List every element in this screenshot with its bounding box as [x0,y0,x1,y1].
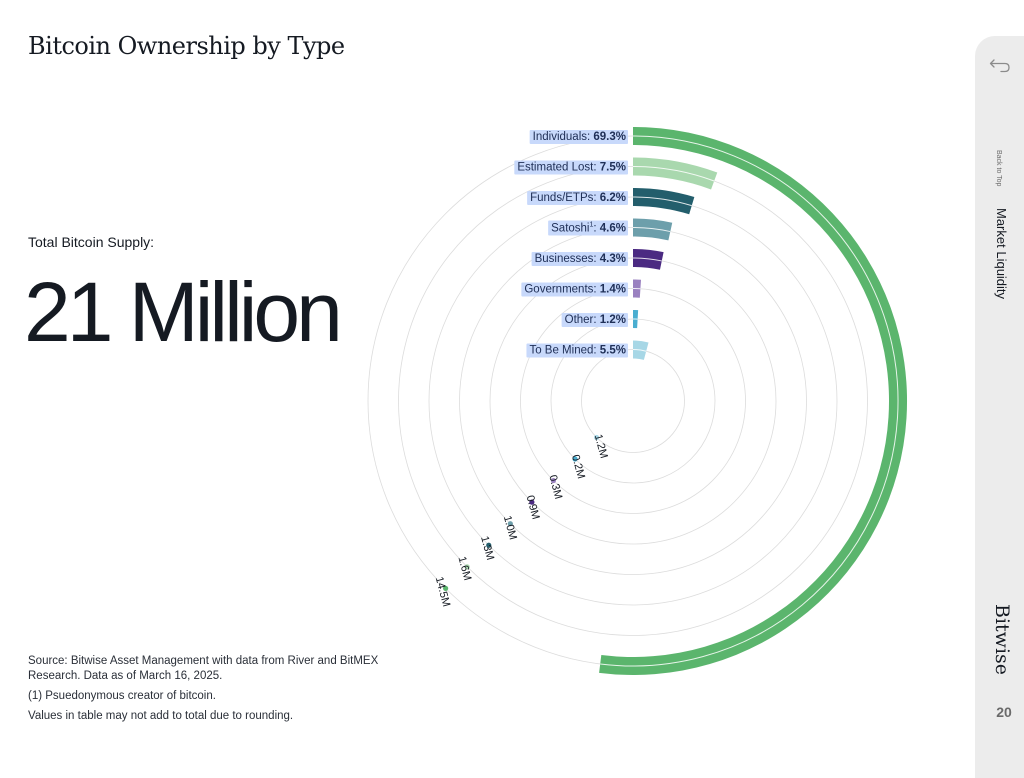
category-label-text: Estimated Lost: 7.5% [517,162,626,174]
total-supply-label: Total Bitcoin Supply: [28,234,155,250]
category-label-text: Funds/ETPs: 6.2% [530,192,626,204]
page-title: Bitcoin Ownership by Type [28,32,345,60]
amount-label: 1.3M [478,535,496,562]
amount-dot [443,585,449,591]
back-to-top-link[interactable]: Back to Top [995,150,1002,187]
label-colon: : [593,253,599,265]
footnote-marker: 1 [589,222,593,229]
category-name: To Be Mined [529,345,593,357]
category-name: Funds/ETPs [530,192,594,204]
label-highlight [527,191,628,205]
label-colon: : [593,284,599,296]
category-name: Estimated Lost [517,162,594,174]
category-label-text: Governments: 1.4% [524,284,626,296]
category-name: Governments [524,284,593,296]
ownership-radial-chart: Individuals: 69.3% 14.5M Estimated Lost: 7… [367,127,908,675]
amount-label: 0.2M [569,453,587,480]
category-label: Satoshi1: 4.6% [548,220,628,236]
category-value: 7.5% [600,162,626,174]
bar-divider [600,135,899,667]
category-label-text: To Be Mined: 5.5% [529,345,626,357]
category-label-text: Satoshi1: 4.6% [551,222,626,235]
amount-dot [486,542,492,548]
label-colon: : [593,314,599,326]
category-value: 4.6% [600,223,626,235]
category-label: To Be Mined: 5.5% [526,343,628,358]
category-label: Funds/ETPs: 6.2% [527,191,628,205]
category-label: Governments: 1.4% [521,282,628,297]
right-sidebar: Back to Top Market Liquidity Bitwise 20 [975,36,1024,778]
bar-divider [632,349,647,352]
category-name: Businesses [535,253,594,265]
label-highlight [548,220,628,236]
amount-dot [593,434,600,441]
bar-divider [632,227,671,233]
category-label: Individuals: 69.3% [529,130,628,144]
bar-2 [633,188,695,215]
bar-0 [599,127,908,675]
source-note: Source: Bitwise Asset Management with da… [28,655,379,682]
label-colon: : [593,345,599,357]
total-supply-value: 21 Million [24,265,343,359]
category-name: Individuals [533,131,588,143]
amount-dot [464,564,470,570]
category-label-text: Other: 1.2% [565,314,626,326]
label-highlight [561,313,628,327]
category-value: 5.5% [600,345,626,357]
label-highlight [521,282,628,297]
label-highlight [526,343,628,358]
category-value: 69.3% [593,131,626,143]
bar-divider [632,257,662,262]
label-colon: : [593,223,599,235]
footnote-1: (1) Psuedonymous creator of bitcoin. [28,690,216,702]
category-value: 1.2% [600,314,626,326]
amount-dot [572,456,578,462]
label-colon: : [587,131,593,143]
category-value: 1.4% [600,284,626,296]
amount-label: 0.9M [524,494,542,521]
category-label-text: Businesses: 4.3% [535,253,626,265]
page-number: 20 [996,704,1012,720]
label-highlight [514,160,628,175]
bar-divider [632,196,692,207]
category-name: Other [565,314,594,326]
back-arrow-icon[interactable] [989,56,1011,74]
bitwise-logo: Bitwise [991,604,1013,676]
bar-1 [633,157,718,190]
amount-dot [529,499,535,505]
amount-label: 14.5M [433,575,453,608]
bar-divider [632,166,715,182]
amount-label: 1.0M [501,514,519,541]
bar-4 [633,249,664,270]
section-label[interactable]: Market Liquidity [994,208,1009,300]
amount-dot [507,521,513,527]
amount-dot [550,477,557,484]
category-label: Other: 1.2% [561,313,628,327]
label-colon: : [593,192,599,204]
amount-label: 1.2M [592,433,610,460]
label-highlight [531,252,628,266]
category-value: 6.2% [600,192,626,204]
label-colon: : [593,162,599,174]
category-value: 4.3% [600,253,626,265]
amount-label: 0.3M [546,474,564,501]
category-name: Satoshi [551,223,589,235]
category-label: Businesses: 4.3% [531,252,628,266]
category-label-text: Individuals: 69.3% [533,131,626,143]
label-highlight [529,130,628,144]
rounding-note: Values in table may not add to total due… [28,710,294,722]
amount-label: 1.6M [455,555,473,582]
bar-3 [633,218,673,241]
category-label: Estimated Lost: 7.5% [514,160,628,175]
footnotes: Source: Bitwise Asset Management with da… [28,654,408,729]
